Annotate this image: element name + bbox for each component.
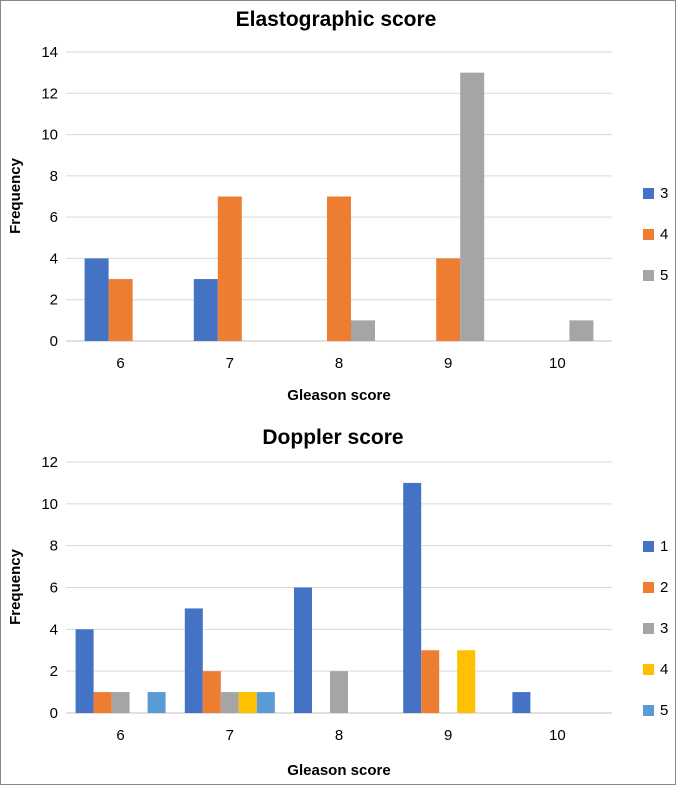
- legend-swatch: [643, 188, 654, 199]
- x-tick-label: 8: [335, 355, 343, 372]
- y-tick-label: 4: [50, 250, 58, 267]
- legend-swatch: [643, 705, 654, 716]
- x-tick-label: 10: [549, 355, 566, 372]
- x-tick-label: 6: [116, 727, 124, 744]
- y-tick-label: 8: [50, 538, 58, 555]
- x-tick-label: 9: [444, 355, 452, 372]
- legend: 1 2 3 4 5: [643, 538, 668, 719]
- y-tick-label: 0: [50, 705, 58, 722]
- x-axis-label: Gleason score: [287, 387, 390, 404]
- bar-series-3-7: [220, 692, 239, 713]
- y-tick-label: 12: [41, 454, 58, 471]
- chart-title: Doppler score: [262, 426, 403, 449]
- elastographic-chart-svg: Elastographic score Frequency Gleason sc…: [7, 8, 668, 404]
- bar-series-5-8: [351, 320, 375, 341]
- bar-series-3-8: [330, 671, 348, 713]
- bar-series-5-7: [256, 692, 275, 713]
- bar-series-4-6: [108, 279, 133, 341]
- y-axis-label: Frequency: [7, 157, 24, 234]
- legend-label: 5: [660, 267, 668, 284]
- bar-series-1-10: [512, 692, 531, 713]
- bar-series-4-8: [327, 196, 351, 341]
- x-tick-label: 9: [444, 727, 452, 744]
- chart-title: Elastographic score: [236, 8, 437, 31]
- x-tick-label: 6: [116, 355, 124, 372]
- x-axis-ticks: 6 7 8 9 10: [116, 727, 565, 744]
- x-tick-label: 10: [549, 727, 566, 744]
- bar-series-2-6: [93, 692, 112, 713]
- doppler-chart-svg: Doppler score Frequency Gleason score 0 2…: [7, 426, 668, 779]
- doppler-chart: Doppler score Frequency Gleason score 0 2…: [0, 410, 676, 785]
- bar-series-4-9: [457, 650, 476, 713]
- legend-label: 4: [660, 661, 668, 678]
- legend-label: 5: [660, 702, 668, 719]
- bars: [75, 482, 531, 713]
- bar-series-4-7: [238, 692, 257, 713]
- y-axis-label: Frequency: [7, 548, 24, 625]
- legend-label: 3: [660, 620, 668, 637]
- bar-series-4-9: [436, 258, 461, 341]
- legend-swatch: [643, 664, 654, 675]
- x-tick-label: 7: [226, 355, 234, 372]
- bar-series-1-9: [403, 482, 422, 713]
- y-tick-label: 4: [50, 621, 58, 638]
- y-tick-label: 0: [50, 333, 58, 350]
- y-axis-ticks: 0 2 4 6 8 10 12 14: [41, 44, 58, 350]
- x-axis-ticks: 6 7 8 9 10: [116, 355, 565, 372]
- y-tick-label: 12: [41, 85, 58, 102]
- legend-label: 1: [660, 538, 668, 555]
- bar-series-1-8: [294, 587, 312, 713]
- y-tick-label: 2: [50, 663, 58, 680]
- y-tick-label: 10: [41, 127, 58, 144]
- x-tick-label: 7: [226, 727, 234, 744]
- y-tick-label: 8: [50, 168, 58, 185]
- legend-swatch: [643, 270, 654, 281]
- y-tick-label: 10: [41, 496, 58, 513]
- bar-series-1-6: [75, 629, 94, 713]
- legend-swatch: [643, 229, 654, 240]
- x-tick-label: 8: [335, 727, 343, 744]
- y-tick-label: 14: [41, 44, 58, 61]
- bar-series-2-9: [421, 650, 440, 713]
- legend-swatch: [643, 623, 654, 634]
- gridlines: [66, 51, 612, 342]
- bars: [84, 72, 594, 342]
- y-axis-ticks: 0 2 4 6 8 10 12: [41, 454, 58, 722]
- x-axis-label: Gleason score: [287, 762, 390, 779]
- elastographic-chart: Elastographic score Frequency Gleason sc…: [7, 8, 668, 404]
- legend-label: 2: [660, 579, 668, 596]
- y-tick-label: 6: [50, 580, 58, 597]
- legend-swatch: [643, 541, 654, 552]
- legend-label: 4: [660, 226, 668, 243]
- bar-series-5-9: [460, 72, 485, 342]
- bar-series-5-10: [569, 320, 594, 341]
- bar-series-5-6: [147, 692, 166, 713]
- bar-series-3-6: [84, 258, 109, 341]
- bar-series-1-7: [184, 608, 203, 713]
- legend: 3 4 5: [643, 185, 668, 284]
- bar-series-3-7: [193, 279, 218, 341]
- legend-label: 3: [660, 185, 668, 202]
- bar-series-2-7: [202, 671, 221, 713]
- y-tick-label: 2: [50, 292, 58, 309]
- y-tick-label: 6: [50, 209, 58, 226]
- bar-series-3-6: [111, 692, 130, 713]
- bar-series-4-7: [217, 196, 242, 341]
- legend-swatch: [643, 582, 654, 593]
